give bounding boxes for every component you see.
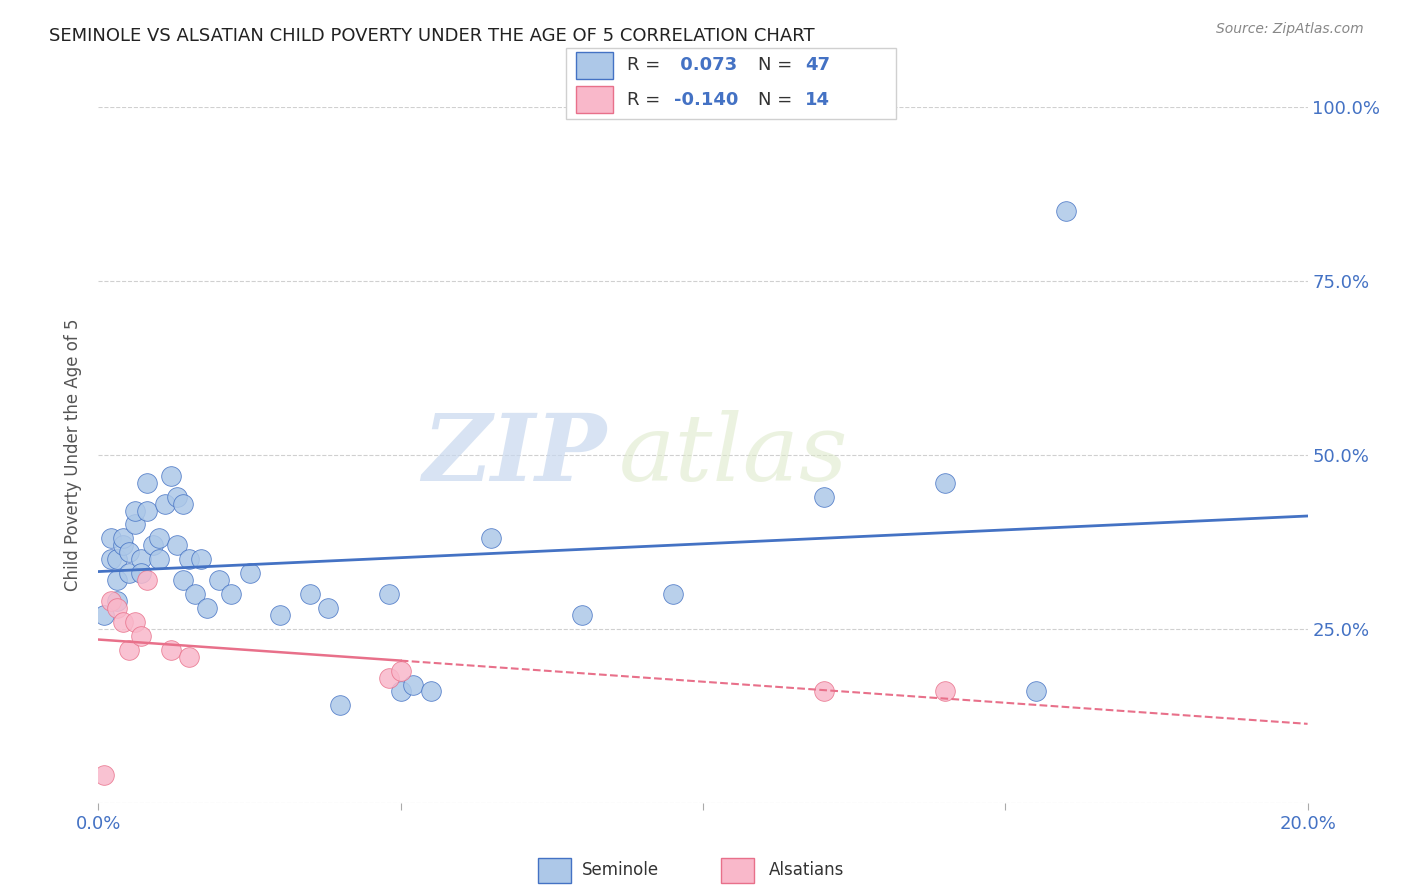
Text: atlas: atlas	[619, 410, 848, 500]
Point	[135, 573, 157, 587]
Point	[111, 538, 134, 552]
Point	[124, 503, 146, 517]
Point	[105, 601, 128, 615]
Text: Source: ZipAtlas.com: Source: ZipAtlas.com	[1216, 22, 1364, 37]
Point	[148, 532, 170, 546]
Point	[118, 545, 141, 559]
Point	[402, 677, 425, 691]
Point	[153, 497, 176, 511]
Text: Alsatians: Alsatians	[769, 861, 844, 879]
Point	[142, 538, 165, 552]
Point	[166, 490, 188, 504]
Text: -0.140: -0.140	[673, 91, 738, 109]
Point	[934, 475, 956, 490]
Point	[377, 587, 399, 601]
Point	[135, 475, 157, 490]
Point	[389, 684, 412, 698]
Point	[118, 566, 141, 581]
Point	[124, 517, 146, 532]
Point	[100, 552, 122, 566]
Point	[221, 587, 243, 601]
Point	[129, 566, 152, 581]
Point	[195, 601, 218, 615]
Point	[329, 698, 352, 713]
Point	[160, 468, 183, 483]
Point	[179, 649, 201, 664]
Point	[571, 607, 593, 622]
Point	[481, 532, 503, 546]
Point	[148, 552, 170, 566]
Point	[111, 615, 134, 629]
Text: N =: N =	[758, 91, 799, 109]
Point	[166, 538, 188, 552]
Point	[118, 642, 141, 657]
Point	[100, 594, 122, 608]
Text: 0.073: 0.073	[673, 56, 737, 74]
Point	[124, 615, 146, 629]
Point	[160, 642, 183, 657]
FancyBboxPatch shape	[565, 48, 897, 119]
Point	[190, 552, 212, 566]
Point	[129, 552, 152, 566]
Point	[661, 587, 683, 601]
Bar	[576, 53, 613, 79]
Point	[111, 532, 134, 546]
Text: ZIP: ZIP	[422, 410, 606, 500]
Point	[316, 601, 339, 615]
Point	[93, 607, 115, 622]
Y-axis label: Child Poverty Under the Age of 5: Child Poverty Under the Age of 5	[65, 318, 83, 591]
Bar	[538, 858, 571, 883]
Point	[105, 573, 128, 587]
Point	[100, 532, 122, 546]
Point	[239, 566, 262, 581]
Text: N =: N =	[758, 56, 799, 74]
Text: 14: 14	[806, 91, 831, 109]
Point	[269, 607, 291, 622]
Point	[377, 671, 399, 685]
Point	[105, 552, 128, 566]
Point	[420, 684, 443, 698]
Bar	[721, 858, 754, 883]
Point	[208, 573, 231, 587]
Point	[389, 664, 412, 678]
Point	[172, 497, 194, 511]
Point	[1054, 204, 1077, 219]
Text: SEMINOLE VS ALSATIAN CHILD POVERTY UNDER THE AGE OF 5 CORRELATION CHART: SEMINOLE VS ALSATIAN CHILD POVERTY UNDER…	[49, 27, 815, 45]
Point	[172, 573, 194, 587]
Text: R =: R =	[627, 56, 665, 74]
Point	[1024, 684, 1046, 698]
Text: Seminole: Seminole	[582, 861, 659, 879]
Point	[813, 490, 835, 504]
Text: R =: R =	[627, 91, 665, 109]
Point	[93, 768, 115, 782]
Point	[129, 629, 152, 643]
Bar	[576, 87, 613, 113]
Point	[934, 684, 956, 698]
Point	[184, 587, 207, 601]
Text: 47: 47	[806, 56, 831, 74]
Point	[105, 594, 128, 608]
Point	[813, 684, 835, 698]
Point	[179, 552, 201, 566]
Point	[299, 587, 322, 601]
Point	[135, 503, 157, 517]
